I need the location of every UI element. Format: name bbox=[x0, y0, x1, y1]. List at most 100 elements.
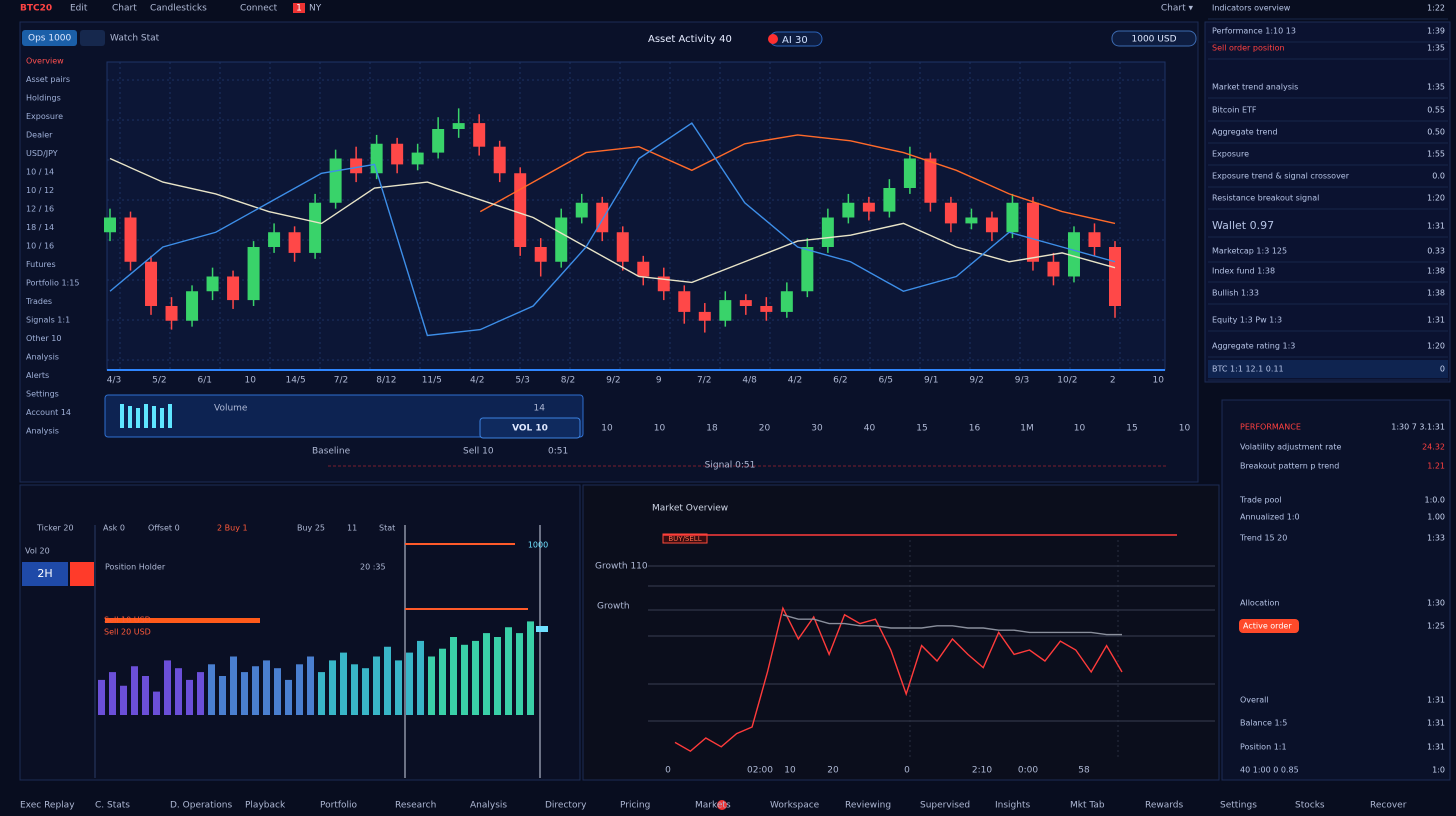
candle-body bbox=[206, 276, 219, 292]
row-label: Equity 1:3 Pw 1:3 bbox=[1212, 316, 1282, 325]
candle-body bbox=[391, 143, 404, 165]
row-label: Market trend analysis bbox=[1212, 83, 1298, 92]
right-lower-panel bbox=[1221, 399, 1451, 781]
trend-badge bbox=[662, 533, 708, 544]
x-tick-label: 2:10 bbox=[972, 766, 992, 776]
order-label: 11 bbox=[347, 524, 357, 533]
candle-body bbox=[452, 123, 465, 129]
row-value: 1:31 bbox=[1427, 719, 1445, 728]
bar bbox=[142, 676, 149, 715]
sidebar-item: Futures bbox=[26, 260, 56, 269]
candle-body bbox=[104, 217, 116, 233]
row-label: Exposure trend & signal crossover bbox=[1212, 172, 1350, 181]
footer-item: C. Stats bbox=[95, 801, 130, 811]
x-tick-label: 4/2 bbox=[788, 376, 802, 386]
bar bbox=[164, 660, 171, 715]
candle-body bbox=[268, 232, 281, 247]
bar bbox=[472, 640, 479, 715]
x-tick-label: 58 bbox=[1078, 766, 1090, 776]
row-label: Balance 1:5 bbox=[1240, 719, 1287, 728]
bar bbox=[494, 637, 501, 715]
candle-body bbox=[288, 232, 301, 253]
row-label: Position 1:1 bbox=[1240, 743, 1287, 752]
bar bbox=[252, 666, 259, 715]
row-value: 1:0.0 bbox=[1424, 496, 1445, 505]
sidebar-item: Asset pairs bbox=[26, 75, 70, 84]
overlay-line bbox=[109, 122, 1116, 337]
trend-line bbox=[782, 614, 1122, 636]
scale-label: 10 bbox=[1074, 424, 1086, 434]
overlay-line bbox=[479, 134, 1116, 225]
bar bbox=[241, 672, 248, 715]
footer-item: Markets bbox=[695, 801, 731, 811]
bar bbox=[461, 644, 468, 715]
row-value: 1:25 bbox=[1427, 622, 1445, 631]
x-tick-label: 5/3 bbox=[515, 376, 529, 386]
status: Connect bbox=[240, 4, 278, 14]
x-tick-label: 10/2 bbox=[1057, 376, 1077, 386]
footer-item: Reviewing bbox=[845, 801, 891, 811]
footer-item: Stocks bbox=[1295, 801, 1325, 811]
status-label: 0:51 bbox=[548, 447, 568, 457]
footer-item: D. Operations bbox=[170, 801, 232, 811]
sidebar-item: Analysis bbox=[26, 353, 59, 362]
x-tick-label: 11/5 bbox=[422, 376, 442, 386]
bar bbox=[439, 648, 446, 715]
right-panel bbox=[1204, 21, 1451, 383]
order-panel bbox=[19, 484, 581, 781]
order-label: 2H bbox=[37, 567, 52, 580]
row-value: 1:38 bbox=[1427, 289, 1445, 298]
row-value: 1.21 bbox=[1427, 462, 1445, 471]
candle-body bbox=[637, 261, 650, 277]
order-label: Buy 25 bbox=[297, 524, 325, 533]
status-label: Sell 10 bbox=[463, 447, 494, 457]
row-value: 1:38 bbox=[1427, 267, 1445, 276]
active-order-button[interactable] bbox=[1239, 619, 1299, 633]
candle-body bbox=[1026, 202, 1039, 262]
tab-button[interactable] bbox=[22, 30, 77, 46]
bar bbox=[384, 646, 391, 715]
candle-body bbox=[145, 261, 158, 306]
row-label: Bitcoin ETF bbox=[1212, 106, 1257, 115]
bar bbox=[307, 656, 314, 715]
row-label: Aggregate rating 1:3 bbox=[1212, 342, 1295, 351]
row-label: Resistance breakout signal bbox=[1212, 194, 1319, 203]
sidebar-item: Account 14 bbox=[26, 408, 71, 417]
menu-label: Watch Stat bbox=[110, 34, 160, 44]
bar bbox=[340, 652, 347, 715]
logo: BTC20 bbox=[20, 4, 52, 14]
row-label: Trade pool bbox=[1239, 496, 1282, 505]
menu-button[interactable] bbox=[80, 30, 105, 46]
volume-widget bbox=[104, 394, 584, 438]
x-tick-label: 02:00 bbox=[747, 766, 773, 776]
sidebar-item: Alerts bbox=[26, 371, 49, 380]
widget-icon bbox=[144, 404, 148, 428]
candle-body bbox=[862, 202, 875, 212]
sidebar-item: 10 / 12 bbox=[26, 186, 54, 195]
x-tick-label: 7/2 bbox=[334, 376, 348, 386]
candle-body bbox=[739, 300, 752, 306]
bar bbox=[329, 660, 336, 715]
zone: NY bbox=[309, 4, 322, 14]
x-tick-label: 14/5 bbox=[285, 376, 305, 386]
candle-body bbox=[698, 311, 711, 321]
footer-item: Recover bbox=[1370, 801, 1407, 811]
chart-area bbox=[106, 61, 1166, 371]
order-label: 20 :35 bbox=[360, 563, 386, 572]
sell-bar bbox=[105, 618, 260, 623]
row-value: 1:30 7 3.1:31 bbox=[1391, 423, 1445, 432]
bar bbox=[285, 679, 292, 715]
status-label: Signal 0:51 bbox=[705, 461, 756, 471]
sidebar-item: USD/JPY bbox=[26, 149, 58, 158]
x-tick-label: 10 bbox=[244, 376, 256, 386]
row-value: 1:22 bbox=[1427, 4, 1445, 13]
row-value: 0.55 bbox=[1427, 106, 1445, 115]
scale-label: 16 bbox=[969, 424, 981, 434]
candle-body bbox=[1006, 202, 1019, 233]
candle-body bbox=[821, 217, 834, 247]
volume-button[interactable] bbox=[479, 417, 581, 439]
row-label: Index fund 1:38 bbox=[1212, 267, 1275, 276]
row-label: Annualized 1:0 bbox=[1240, 513, 1300, 522]
bar bbox=[120, 685, 127, 715]
widget-icon bbox=[160, 408, 164, 428]
